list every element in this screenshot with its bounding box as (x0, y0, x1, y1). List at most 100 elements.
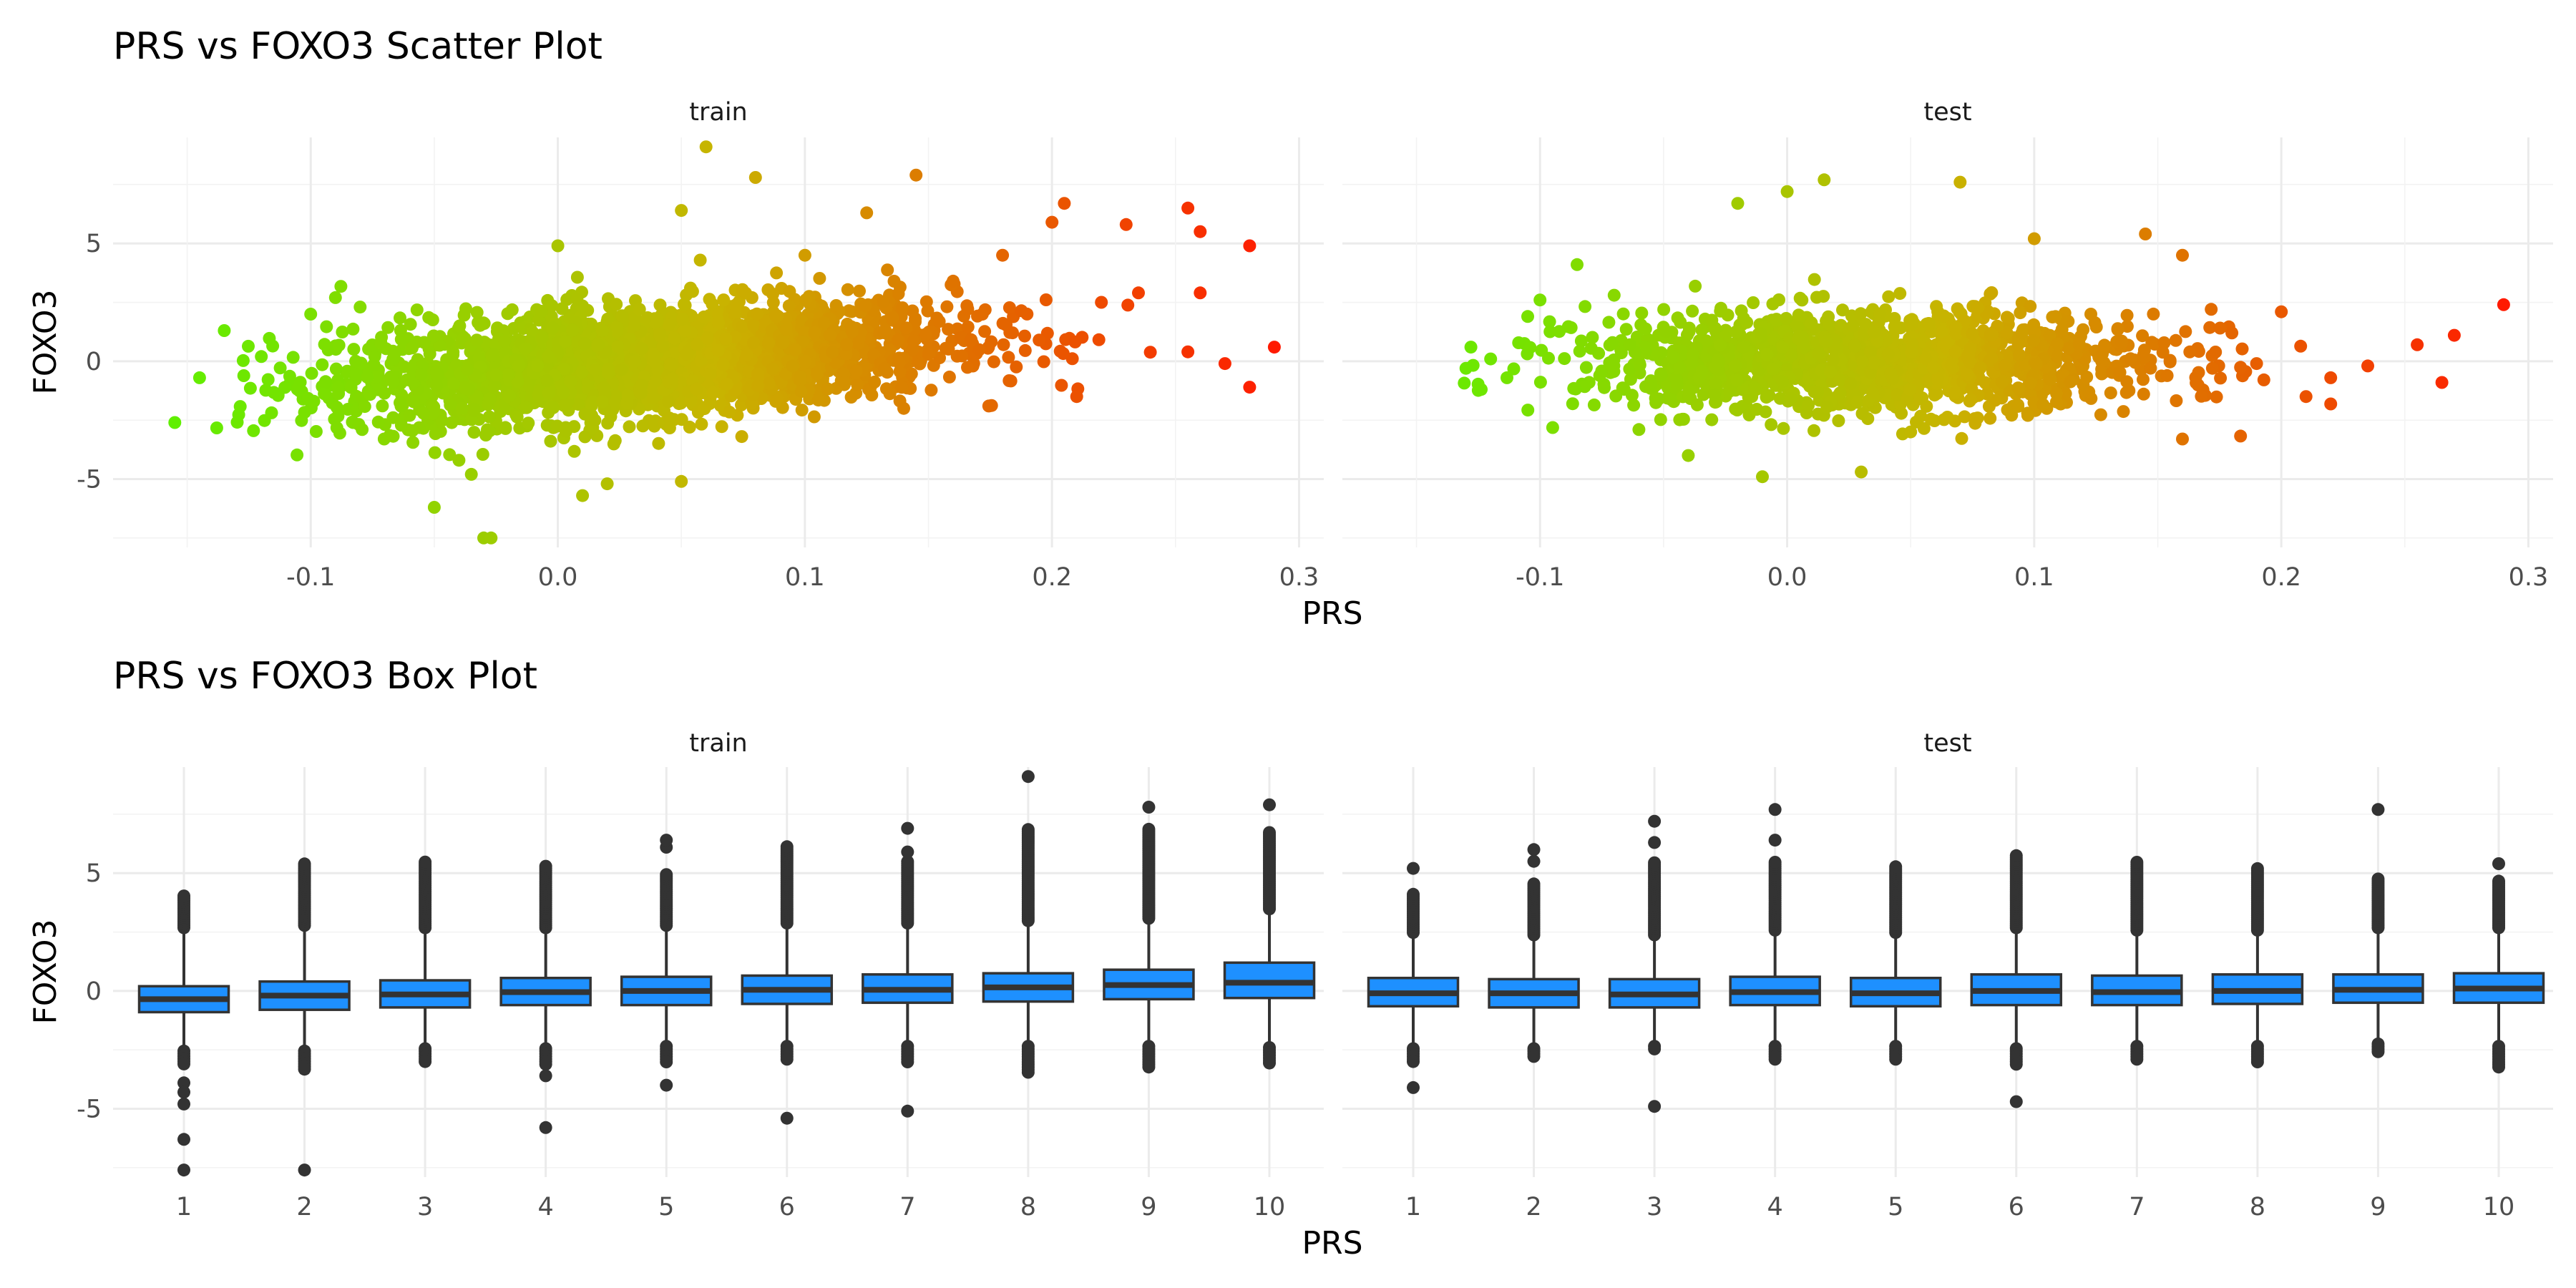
scatter-point (1558, 352, 1571, 366)
scatter-point (1267, 341, 1281, 354)
scatter-point (1730, 374, 1744, 387)
outlier-point (660, 1055, 673, 1068)
scatter-point (807, 410, 821, 424)
scatter-point (1944, 358, 1958, 372)
scatter-point (243, 381, 257, 395)
scatter-point (1607, 288, 1621, 302)
scatter-point (1948, 386, 1961, 400)
scatter-point (1484, 352, 1498, 366)
x-tick-label: 6 (779, 1193, 795, 1221)
scatter-point (309, 425, 323, 438)
scatter-point (1471, 384, 1485, 397)
scatter-point (546, 321, 560, 335)
scatter-point (961, 320, 975, 333)
scatter-point (2294, 339, 2308, 353)
scatter-point (2000, 326, 2014, 340)
scatter-point (1964, 393, 1978, 406)
scatter-point (795, 404, 809, 417)
scatter-point (750, 307, 763, 321)
scatter-point (786, 359, 799, 373)
scatter-point (575, 365, 589, 379)
scatter-point (1068, 335, 1082, 348)
x-tick-label: 1 (1405, 1193, 1421, 1221)
outlier-point (1021, 823, 1035, 836)
scatter-point (600, 477, 614, 491)
scatter-point (265, 406, 278, 419)
scatter-point (566, 323, 579, 337)
scatter-point (648, 374, 662, 388)
scatter-point (1002, 301, 1016, 314)
scatter-point (482, 410, 496, 424)
x-tick-label: 0.0 (1767, 563, 1807, 592)
scatter-point (1055, 379, 1068, 392)
scatter-point (1818, 173, 1831, 187)
scatter-point (1777, 421, 1790, 435)
scatter-point (261, 373, 275, 386)
scatter-point (877, 295, 890, 308)
scatter-point (1121, 298, 1135, 312)
scatter-point (386, 375, 400, 389)
scatter-point (1917, 361, 1931, 375)
scatter-point (1218, 357, 1231, 371)
scatter-point (635, 379, 648, 392)
scatter-point (799, 293, 813, 306)
scatter-point (1654, 369, 1668, 382)
scatter-point (1695, 323, 1709, 337)
scatter-point (904, 367, 918, 381)
scatter-point (717, 293, 731, 307)
outlier-point (298, 1163, 311, 1177)
scatter-point (892, 356, 906, 369)
outlier-point (901, 845, 914, 859)
scatter-point (364, 388, 377, 401)
box-plot-title: PRS vs FOXO3 Box Plot (113, 655, 537, 698)
scatter-point (799, 355, 812, 368)
scatter-point (576, 489, 590, 502)
scatter-point (675, 204, 688, 218)
scatter-point (1056, 347, 1070, 361)
scatter-point (751, 367, 764, 381)
outlier-point (1142, 822, 1156, 836)
scatter-point (410, 303, 424, 317)
scatter-point (578, 337, 592, 351)
scatter-point (1607, 359, 1621, 373)
scatter-point (656, 340, 670, 353)
scatter-point (1070, 390, 1083, 404)
scatter-point (1712, 354, 1726, 368)
scatter-point (374, 336, 388, 349)
y-tick-label: -5 (77, 1096, 102, 1124)
scatter-point (919, 328, 932, 341)
scatter-point (748, 171, 762, 184)
scatter-point (1949, 327, 1963, 341)
scatter-point (519, 342, 532, 356)
x-tick-label: 9 (1141, 1193, 1156, 1221)
scatter-point (1846, 319, 1860, 333)
scatter-point (1836, 303, 1849, 317)
scatter-point (544, 434, 557, 448)
scatter-point (1573, 344, 1586, 358)
scatter-point (498, 335, 512, 348)
scatter-point (356, 423, 369, 436)
outlier-point (539, 1121, 552, 1134)
scatter-point (2170, 394, 2183, 407)
scatter-point (1666, 350, 1679, 364)
scatter-point (1974, 361, 1987, 374)
outlier-point (780, 840, 794, 854)
scatter-point (532, 388, 545, 401)
scatter-point (1807, 273, 1821, 286)
scatter-point (557, 362, 571, 376)
scatter-point (358, 400, 371, 414)
scatter-point (942, 342, 955, 356)
outlier-point (1263, 798, 1276, 811)
scatter-point (1855, 465, 1868, 479)
x-tick-label: 2 (1526, 1193, 1541, 1221)
scatter-point (924, 384, 938, 397)
scatter-point (604, 410, 618, 424)
scatter-point (2209, 346, 2223, 358)
scatter-point (559, 397, 572, 411)
scatter-point (1521, 310, 1534, 323)
scatter-point (751, 379, 765, 393)
scatter-point (1928, 389, 1941, 402)
scatter-point (1705, 413, 1719, 426)
scatter-point (716, 358, 730, 371)
scatter-point (2012, 348, 2026, 361)
